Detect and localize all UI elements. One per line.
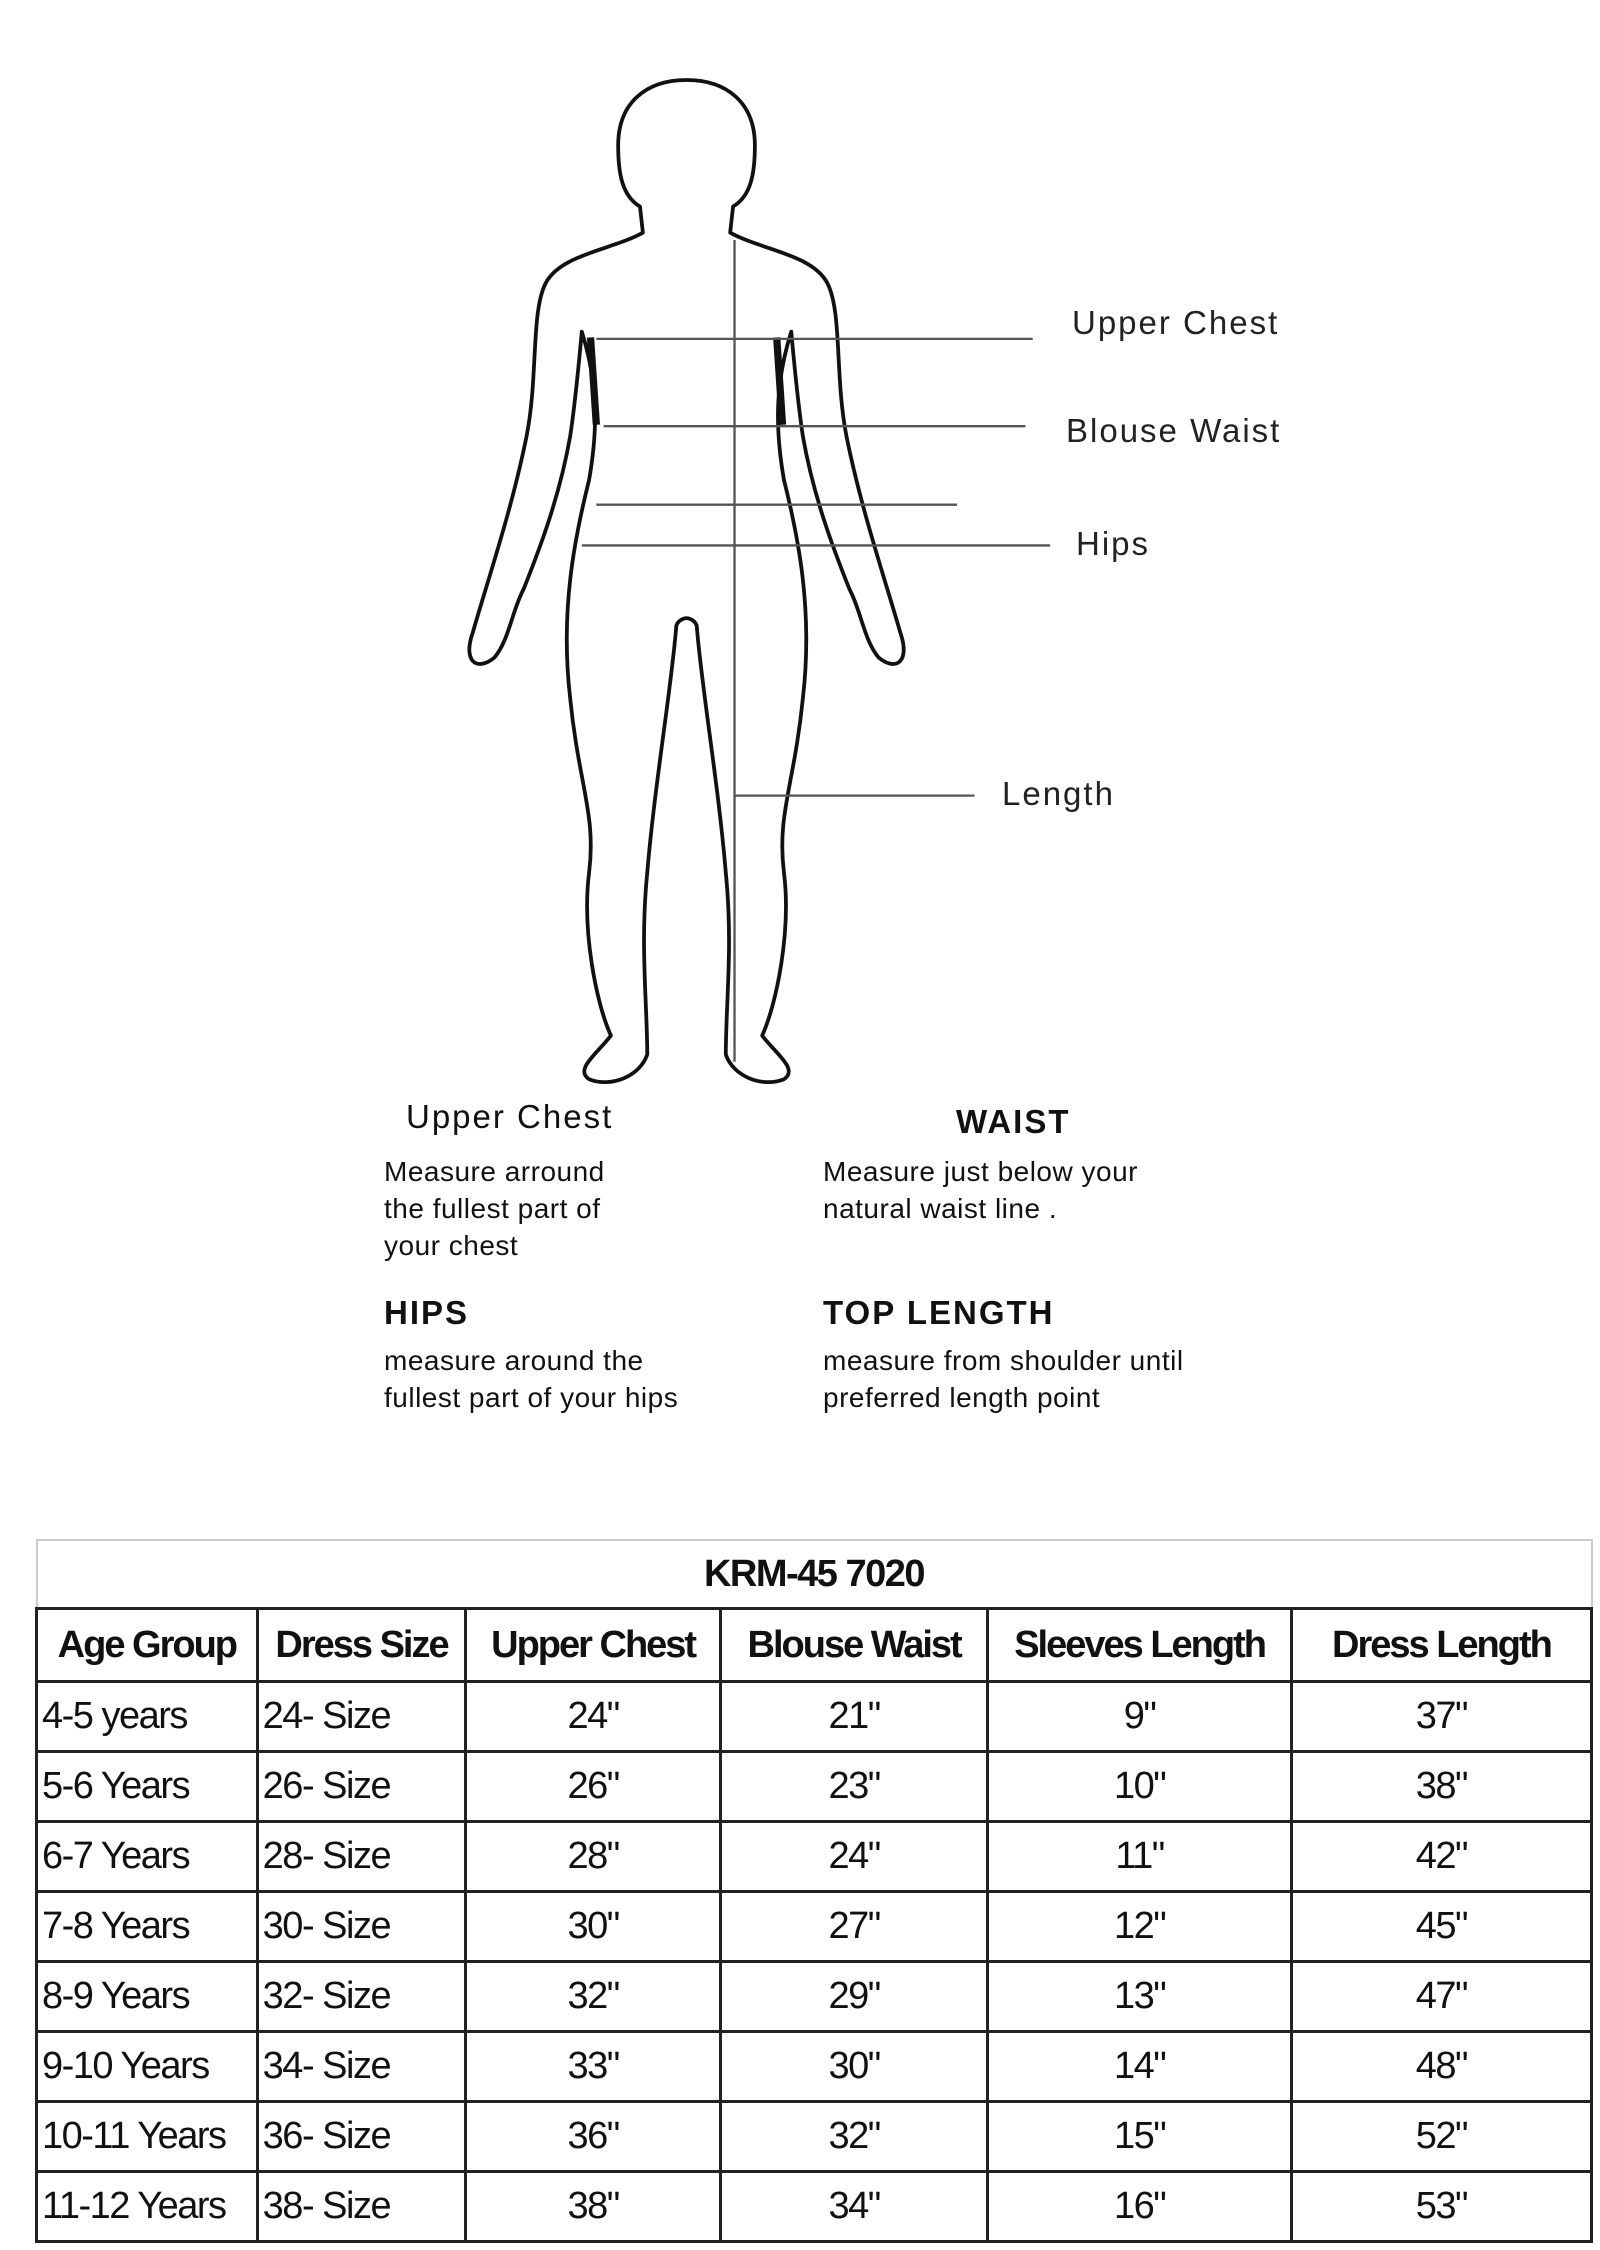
table-title-row: KRM-45 7020 bbox=[35, 1539, 1593, 1610]
table-cell: 10" bbox=[986, 1750, 1293, 1823]
table-header-row: Age Group Dress Size Upper Chest Blouse Wai… bbox=[35, 1607, 1594, 1683]
table-cell: 28" bbox=[464, 1820, 722, 1893]
table-cell: 48" bbox=[1289, 2030, 1594, 2103]
table-cell: 14" bbox=[986, 2030, 1293, 2103]
table-row: 9-10 Years 34- Size 33" 30" 14" 48" bbox=[35, 2030, 1594, 2103]
table-row: 7-8 Years 30- Size 30" 27" 12" 45" bbox=[35, 1890, 1594, 1963]
hips-heading: HIPS bbox=[384, 1294, 470, 1331]
left-arm-mark bbox=[586, 337, 600, 425]
table-cell: 10-11 Years bbox=[35, 2100, 259, 2173]
table-row: 6-7 Years 28- Size 28" 24" 11" 42" bbox=[35, 1820, 1594, 1893]
table-cell: 11-12 Years bbox=[35, 2170, 259, 2243]
table-cell: 53" bbox=[1289, 2170, 1594, 2243]
label-upper-chest: Upper Chest bbox=[1072, 304, 1280, 341]
upper-chest-heading: Upper Chest bbox=[406, 1098, 614, 1135]
label-blouse-waist: Blouse Waist bbox=[1066, 412, 1282, 449]
table-cell: 30- Size bbox=[255, 1890, 468, 1963]
hips-instructions: measure around the fullest part of your … bbox=[384, 1342, 678, 1416]
text-line: Measure arround bbox=[384, 1156, 605, 1187]
table-cell: 34- Size bbox=[255, 2030, 468, 2103]
table-cell: 32" bbox=[718, 2100, 990, 2173]
table-cell: 24" bbox=[718, 1820, 990, 1893]
body-measurement-figure bbox=[467, 78, 1051, 1085]
table-cell: 38- Size bbox=[255, 2170, 468, 2243]
table-cell: 11" bbox=[986, 1820, 1293, 1893]
table-cell: 33" bbox=[464, 2030, 722, 2103]
text-line: natural waist line . bbox=[823, 1193, 1058, 1224]
text-line: your chest bbox=[384, 1230, 519, 1261]
label-length: Length bbox=[1002, 775, 1115, 812]
table-title: KRM-45 7020 bbox=[35, 1539, 1593, 1610]
column-header: Dress Size bbox=[255, 1607, 468, 1683]
body-outline-right bbox=[684, 78, 906, 1085]
table-cell: 24- Size bbox=[255, 1680, 468, 1753]
text-line: measure around the bbox=[384, 1345, 644, 1376]
column-header: Upper Chest bbox=[464, 1607, 722, 1683]
right-arm-mark bbox=[773, 337, 787, 425]
table-cell: 30" bbox=[718, 2030, 990, 2103]
column-header: Age Group bbox=[35, 1607, 259, 1683]
table-cell: 45" bbox=[1289, 1890, 1594, 1963]
table-cell: 38" bbox=[464, 2170, 722, 2243]
body-outline-left bbox=[467, 78, 687, 1085]
table-cell: 29" bbox=[718, 1960, 990, 2033]
table-cell: 28- Size bbox=[255, 1820, 468, 1893]
table-cell: 37" bbox=[1289, 1680, 1594, 1753]
text-line: fullest part of your hips bbox=[384, 1382, 679, 1413]
table-cell: 16" bbox=[986, 2170, 1293, 2243]
label-hips: Hips bbox=[1076, 525, 1151, 562]
table-cell: 15" bbox=[986, 2100, 1293, 2173]
table-cell: 32" bbox=[464, 1960, 722, 2033]
waist-instructions: Measure just below your natural waist li… bbox=[823, 1153, 1138, 1227]
table-cell: 52" bbox=[1289, 2100, 1594, 2173]
table-cell: 23" bbox=[718, 1750, 990, 1823]
table-row: 11-12 Years 38- Size 38" 34" 16" 53" bbox=[35, 2170, 1594, 2243]
size-table: KRM-45 7020 Age Group Dress Size Upper Che… bbox=[35, 1539, 1594, 2243]
table-cell: 34" bbox=[718, 2170, 990, 2243]
table-cell: 7-8 Years bbox=[35, 1890, 259, 1963]
table-row: 4-5 years 24- Size 24" 21" 9" 37" bbox=[35, 1680, 1594, 1753]
top-length-heading: TOP LENGTH bbox=[823, 1294, 1055, 1331]
waist-heading: WAIST bbox=[956, 1103, 1071, 1140]
text-line: preferred length point bbox=[823, 1382, 1101, 1413]
table-cell: 4-5 years bbox=[35, 1680, 259, 1753]
table-cell: 36- Size bbox=[255, 2100, 468, 2173]
text-line: the fullest part of bbox=[384, 1193, 601, 1224]
column-header: Blouse Waist bbox=[718, 1607, 990, 1683]
top-length-instructions: measure from shoulder until preferred le… bbox=[823, 1342, 1184, 1416]
table-cell: 9-10 Years bbox=[35, 2030, 259, 2103]
table-cell: 32- Size bbox=[255, 1960, 468, 2033]
table-row: 5-6 Years 26- Size 26" 23" 10" 38" bbox=[35, 1750, 1594, 1823]
table-cell: 12" bbox=[986, 1890, 1293, 1963]
table-cell: 21" bbox=[718, 1680, 990, 1753]
table-cell: 24" bbox=[464, 1680, 722, 1753]
table-cell: 5-6 Years bbox=[35, 1750, 259, 1823]
table-cell: 36" bbox=[464, 2100, 722, 2173]
upper-chest-instructions: Measure arround the fullest part of your… bbox=[384, 1153, 605, 1264]
table-cell: 26- Size bbox=[255, 1750, 468, 1823]
table-cell: 13" bbox=[986, 1960, 1293, 2033]
table-cell: 8-9 Years bbox=[35, 1960, 259, 2033]
table-cell: 6-7 Years bbox=[35, 1820, 259, 1893]
column-header: Sleeves Length bbox=[986, 1607, 1293, 1683]
table-cell: 27" bbox=[718, 1890, 990, 1963]
text-line: measure from shoulder until bbox=[823, 1345, 1184, 1376]
table-row: 8-9 Years 32- Size 32" 29" 13" 47" bbox=[35, 1960, 1594, 2033]
table-cell: 47" bbox=[1289, 1960, 1594, 2033]
table-cell: 38" bbox=[1289, 1750, 1594, 1823]
table-cell: 26" bbox=[464, 1750, 722, 1823]
column-header: Dress Length bbox=[1289, 1607, 1594, 1683]
text-line: Measure just below your bbox=[823, 1156, 1138, 1187]
table-cell: 42" bbox=[1289, 1820, 1594, 1893]
table-cell: 30" bbox=[464, 1890, 722, 1963]
table-row: 10-11 Years 36- Size 36" 32" 15" 52" bbox=[35, 2100, 1594, 2173]
table-cell: 9" bbox=[986, 1680, 1293, 1753]
